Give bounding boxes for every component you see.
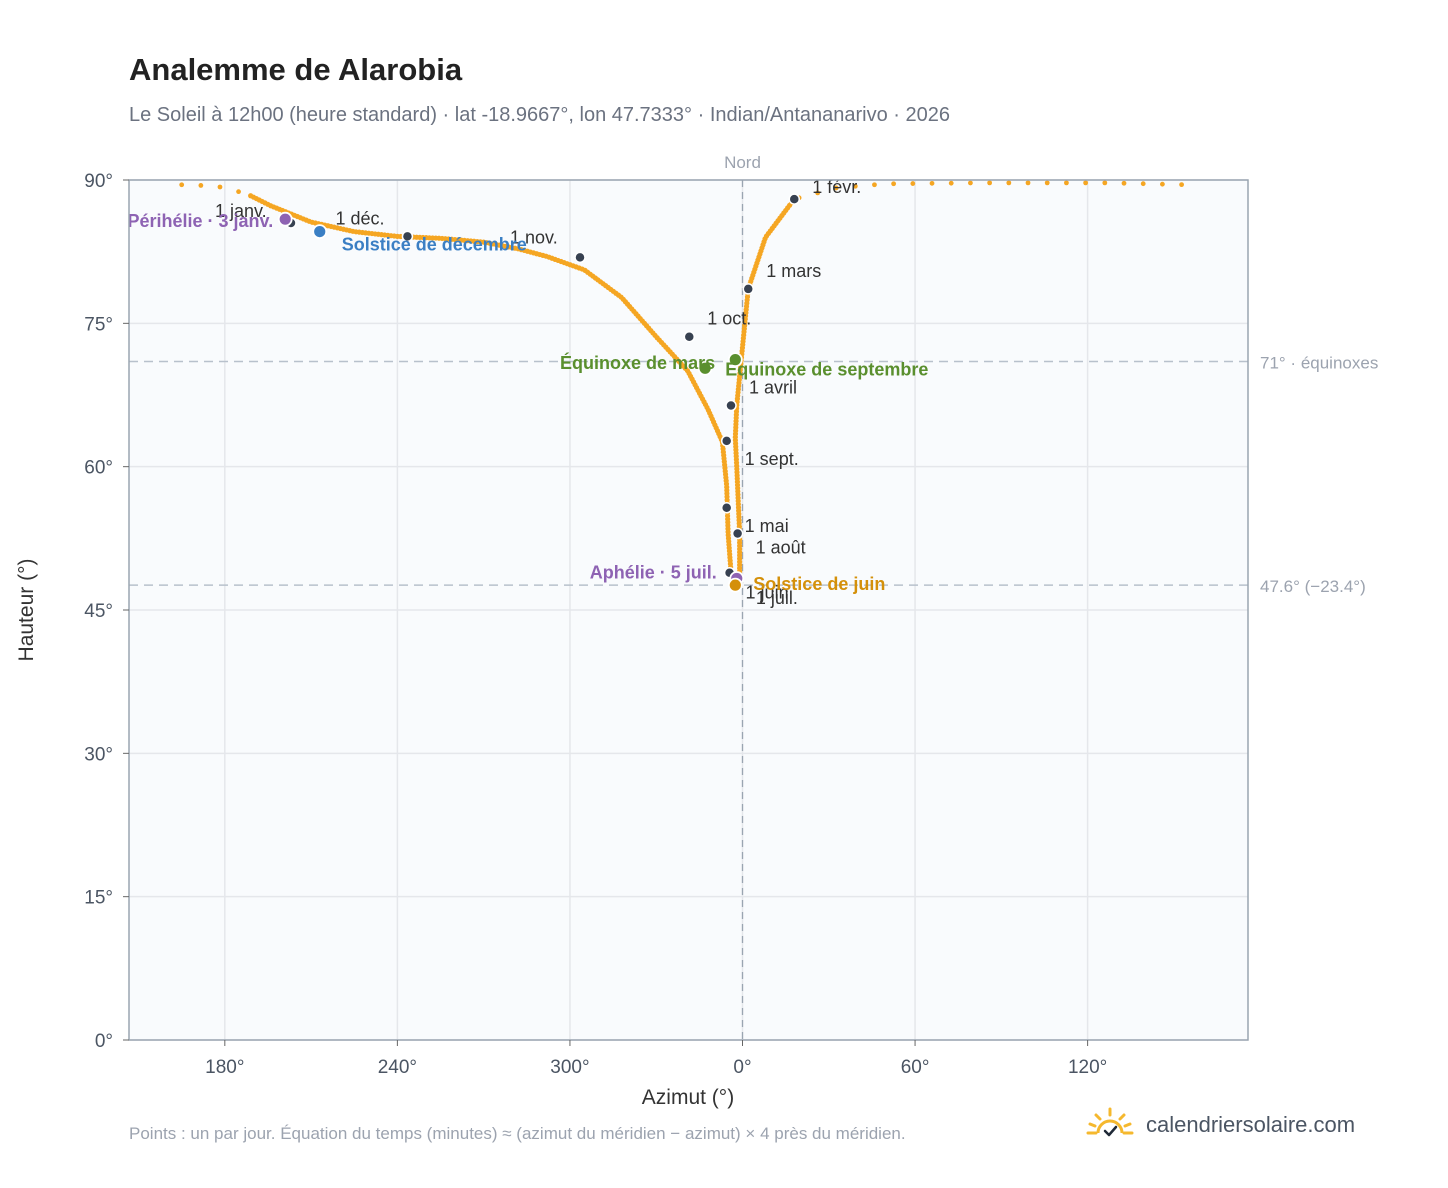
- day-dot: [1121, 180, 1127, 186]
- day-dot: [1025, 180, 1031, 186]
- reference-line-label: 71° · équinoxes: [1260, 354, 1378, 373]
- month-label: 1 oct.: [707, 309, 751, 329]
- month-marker: [574, 251, 586, 264]
- event-label: Aphélie · 5 juil.: [590, 562, 717, 582]
- month-marker: [725, 399, 737, 412]
- day-dot: [1179, 182, 1184, 188]
- y-tick-label: 0°: [95, 1031, 113, 1052]
- event-marker: [312, 224, 328, 240]
- month-marker: [683, 330, 696, 343]
- month-marker: [401, 230, 414, 243]
- month-label: 1 avril: [749, 378, 797, 398]
- footnote: Points : un par jour. Équation du temps …: [129, 1124, 906, 1143]
- brand-name: calendriersolaire.com: [1146, 1112, 1356, 1137]
- y-tick-label: 45°: [84, 601, 113, 622]
- month-label: 1 mars: [766, 261, 821, 281]
- x-tick-label: 240°: [378, 1057, 417, 1078]
- day-dot: [1044, 180, 1050, 186]
- day-dot: [968, 180, 973, 186]
- month-label: 1 août: [756, 538, 806, 558]
- month-label: 1 nov.: [510, 227, 558, 247]
- day-dot: [1102, 180, 1108, 186]
- day-dot: [910, 181, 916, 186]
- month-label: 1 juin: [746, 583, 789, 603]
- month-label: 1 sept.: [745, 449, 799, 469]
- x-axis-title: Azimut (°): [642, 1086, 734, 1109]
- y-tick-label: 30°: [84, 744, 113, 765]
- month-marker: [720, 435, 733, 447]
- day-dot: [987, 180, 993, 186]
- day-dot: [1064, 180, 1069, 186]
- day-dot: [852, 183, 858, 189]
- event-label: Solstice de juin: [753, 574, 885, 594]
- month-label: 1 déc.: [335, 208, 384, 228]
- y-axis-title: Hauteur (°): [15, 559, 38, 662]
- day-dot: [929, 180, 935, 186]
- day-dot: [217, 184, 223, 190]
- y-tick-label: 60°: [84, 458, 113, 479]
- month-marker: [720, 502, 733, 514]
- month-label: 1 mai: [745, 516, 789, 536]
- x-tick-label: 0°: [733, 1057, 751, 1078]
- chart-title: Analemme de Alarobia: [129, 52, 463, 87]
- day-dot: [891, 181, 897, 187]
- chart-subtitle: Le Soleil à 12h00 (heure standard) · lat…: [129, 104, 950, 126]
- y-tick-label: 90°: [84, 171, 113, 192]
- event-label: Équinoxe de septembre: [725, 359, 928, 380]
- day-dot: [198, 183, 204, 188]
- reference-line-label: 47.6° (−23.4°): [1260, 577, 1366, 596]
- day-dot: [1083, 180, 1089, 186]
- north-label: Nord: [724, 153, 761, 172]
- event-label: Solstice de décembre: [342, 235, 527, 255]
- day-dot: [833, 185, 839, 191]
- event-marker: [277, 211, 293, 227]
- event-label: Équinoxe de mars: [560, 352, 715, 373]
- x-tick-label: 300°: [550, 1057, 589, 1078]
- month-label: 1 janv.: [215, 201, 267, 221]
- day-dot: [1006, 180, 1012, 186]
- x-tick-label: 60°: [901, 1057, 930, 1078]
- x-tick-label: 180°: [205, 1057, 244, 1078]
- month-marker: [731, 527, 744, 540]
- day-dot: [872, 182, 877, 188]
- event-marker: [727, 352, 743, 368]
- event-marker: [697, 360, 713, 376]
- day-dot: [815, 190, 821, 196]
- day-dot: [236, 189, 241, 195]
- y-tick-label: 75°: [84, 314, 113, 335]
- x-tick-label: 120°: [1068, 1057, 1107, 1078]
- day-dot: [1140, 181, 1146, 187]
- day-dot: [179, 182, 185, 188]
- month-marker: [742, 283, 755, 295]
- month-label: 1 févr.: [812, 177, 861, 197]
- day-dot: [948, 180, 954, 186]
- reference-lines: Nord 71° · équinoxes 47.6° (−23.4°): [129, 153, 1378, 1040]
- axes-layer: 0° 15° 30° 45° 60° 75° 90° 180° 240° 300° 0° 60° 120…: [84, 171, 1107, 1078]
- y-tick-label: 15°: [84, 888, 113, 909]
- month-label: 1 juil.: [756, 588, 798, 608]
- sun-check-icon: [1086, 1107, 1134, 1137]
- event-marker: [727, 577, 743, 593]
- event-label: Périhélie · 3 janv.: [127, 211, 273, 231]
- month-marker: [788, 193, 801, 205]
- day-dot: [1160, 181, 1165, 187]
- brand-link[interactable]: calendriersolaire.com: [1082, 1105, 1355, 1145]
